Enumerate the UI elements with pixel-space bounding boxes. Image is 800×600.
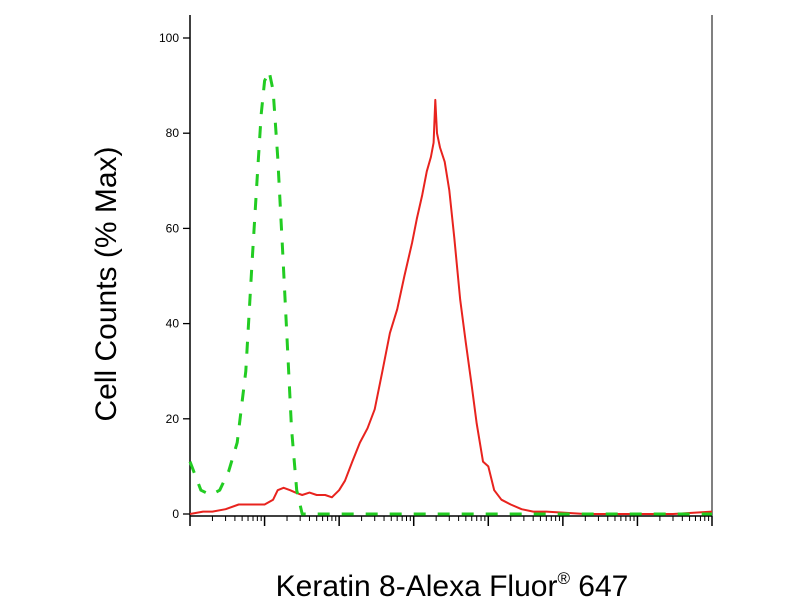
y-axis-ticks: 0 20 40 60 80 100 (159, 31, 190, 521)
plot-frame (189, 15, 713, 517)
x-axis-title-tail: 647 (570, 570, 628, 600)
x-axis-title-registered-mark: ® (557, 569, 570, 588)
x-axis-title-main: Keratin 8-Alexa Fluor (276, 570, 558, 600)
sample-series-line (189, 98, 713, 515)
control-series-line (188, 69, 712, 516)
series-layer (188, 69, 713, 516)
y-tick-label: 80 (166, 126, 180, 140)
y-axis-title: Cell Counts (% Max) (90, 146, 123, 421)
x-axis-ticks (189, 516, 713, 526)
y-tick-label: 60 (166, 221, 180, 235)
y-tick-label: 20 (166, 412, 180, 426)
x-axis-title: Keratin 8-Alexa Fluor® 647 (276, 569, 629, 600)
y-tick-label: 40 (166, 317, 180, 331)
y-tick-label: 0 (172, 507, 179, 521)
y-tick-label: 100 (159, 31, 179, 45)
